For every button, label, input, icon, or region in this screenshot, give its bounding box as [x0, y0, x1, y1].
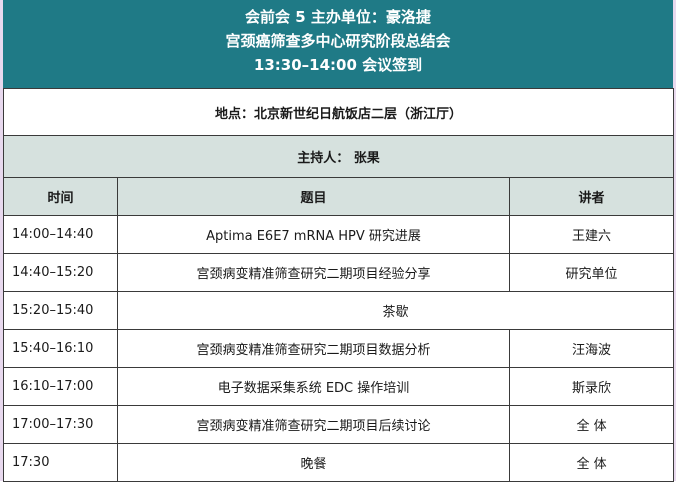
- column-header-speaker: 讲者: [508, 177, 675, 216]
- table-row: 15:20–15:40 茶歇: [3, 291, 675, 330]
- row-time: 17:30: [3, 443, 118, 482]
- table-row: 16:10–17:00 电子数据采集系统 EDC 操作培训 斯录欣: [3, 367, 675, 406]
- agenda-table: 地点：北京新世纪日航饭店二层（浙江厅） 主持人： 张果 时间 题目 讲者 14:…: [2, 88, 675, 482]
- row-topic: 宫颈病变精准筛查研究二期项目后续讨论: [117, 405, 510, 444]
- venue-text: 地点：北京新世纪日航饭店二层（浙江厅）: [2, 88, 675, 136]
- table-row: 15:40–16:10 宫颈病变精准筛查研究二期项目数据分析 汪海波: [3, 329, 675, 368]
- row-speaker: 研究单位: [508, 253, 675, 292]
- row-topic: 晚餐: [117, 443, 510, 482]
- row-time: 14:00–14:40: [3, 215, 118, 254]
- row-topic: Aptima E6E7 mRNA HPV 研究进展: [117, 215, 510, 254]
- host-text: 主持人： 张果: [2, 135, 675, 178]
- table-row: 14:00–14:40 Aptima E6E7 mRNA HPV 研究进展 王建…: [3, 215, 675, 254]
- row-time: 16:10–17:00: [3, 367, 118, 406]
- table-row: 17:30 晚餐 全 体: [3, 443, 675, 482]
- meeting-subtitle: 宫颈癌筛查多中心研究阶段总结会: [225, 32, 451, 50]
- column-header-topic: 题目: [117, 177, 510, 216]
- host-row: 主持人： 张果: [2, 135, 675, 178]
- row-speaker: 全 体: [508, 405, 675, 444]
- table-row: 14:40–15:20 宫颈病变精准筛查研究二期项目经验分享 研究单位: [3, 253, 675, 292]
- row-topic: 电子数据采集系统 EDC 操作培训: [117, 367, 510, 406]
- row-speaker: 斯录欣: [508, 367, 675, 406]
- row-topic: 宫颈病变精准筛查研究二期项目经验分享: [117, 253, 510, 292]
- row-time: 15:20–15:40: [3, 291, 118, 330]
- row-topic: 宫颈病变精准筛查研究二期项目数据分析: [117, 329, 510, 368]
- agenda-header: 会前会 5 主办单位：豪洛捷 宫颈癌筛查多中心研究阶段总结会 13:30–14:…: [3, 0, 673, 88]
- column-header-row: 时间 题目 讲者: [3, 177, 675, 216]
- meeting-title-line: 会前会 5 主办单位：豪洛捷: [245, 8, 431, 26]
- row-time: 17:00–17:30: [3, 405, 118, 444]
- venue-row: 地点：北京新世纪日航饭店二层（浙江厅）: [2, 88, 675, 136]
- row-speaker: 全 体: [508, 443, 675, 482]
- row-speaker: 王建六: [508, 215, 675, 254]
- column-header-time: 时间: [3, 177, 118, 216]
- table-row: 17:00–17:30 宫颈病变精准筛查研究二期项目后续讨论 全 体: [3, 405, 675, 444]
- row-time: 14:40–15:20: [3, 253, 118, 292]
- row-topic: 茶歇: [116, 291, 675, 330]
- row-speaker: 汪海波: [508, 329, 675, 368]
- registration-time: 13:30–14:00 会议签到: [253, 56, 423, 74]
- row-time: 15:40–16:10: [3, 329, 118, 368]
